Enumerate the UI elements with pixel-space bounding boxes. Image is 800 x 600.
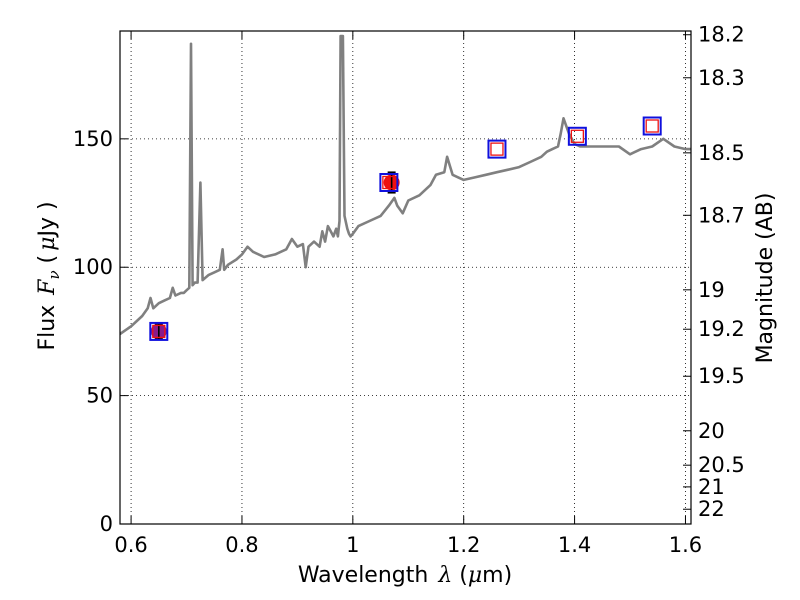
x-tick-label: 1.4	[558, 533, 591, 557]
x-label-mu: μ	[468, 563, 482, 588]
model-box-outer	[149, 321, 169, 341]
mag-tick-label: 18.5	[698, 141, 745, 165]
y-tick-label: 100	[73, 255, 113, 279]
model-box-inner	[382, 175, 396, 190]
plot-frame	[119, 30, 692, 525]
mag-tick-label: 19.2	[698, 317, 745, 341]
x-tick-label: 0.8	[225, 533, 258, 557]
model-box-inner	[645, 119, 659, 133]
y-label-unit: Jy )	[35, 201, 60, 238]
y-tick-label: 150	[73, 127, 113, 151]
y-tick-label: 50	[86, 384, 113, 408]
mag-tick-label: 21	[698, 475, 725, 499]
mag-tick-label: 19	[698, 278, 725, 302]
mag-tick-label: 22	[698, 497, 725, 521]
y-axis-right-label: Magnitude (AB)	[753, 193, 778, 364]
spectrum-line	[120, 34, 691, 336]
y-label-symbol: F	[35, 279, 60, 296]
model-box-outer	[567, 126, 587, 146]
y-label-mu: μ	[35, 237, 60, 251]
points-layer	[149, 116, 662, 341]
spectrum-layer	[120, 34, 691, 336]
model-box-outer	[487, 139, 507, 159]
x-tick-label: 0.6	[114, 533, 147, 557]
x-label-prefix: Wavelength	[298, 563, 429, 588]
x-tick-label: 1.2	[447, 533, 480, 557]
model-box-outer	[642, 116, 662, 136]
y-label-sub: ν	[45, 270, 63, 279]
mag-tick-label: 18.2	[698, 23, 745, 47]
mag-tick-label: 18.3	[698, 66, 745, 90]
model-box-outer	[379, 172, 399, 192]
x-tick-label: 1	[346, 533, 359, 557]
y-tick-label: 0	[100, 512, 113, 536]
model-box-inner	[152, 324, 166, 339]
y-label-open: (	[35, 255, 60, 271]
x-label-open: (	[452, 563, 468, 588]
model-box-inner	[570, 129, 585, 143]
mag-tick-label: 19.5	[698, 364, 745, 388]
x-label-symbol: λ	[437, 563, 452, 588]
y-axis-label: Flux Fν ( μJy )	[35, 201, 63, 350]
axis-ticks: 0.6 0.8 1 1.2 1.4 1.6 0 50 100 150 18.2 18.3 18.5 18.…	[73, 23, 745, 557]
mag-tick-label: 20.5	[698, 453, 745, 477]
y-label-prefix: Flux	[35, 305, 60, 351]
x-tick-label: 1.6	[669, 533, 702, 557]
x-axis-label: Wavelength λ (μm)	[298, 563, 512, 588]
mag-tick-label: 20	[698, 419, 725, 443]
model-box-inner	[490, 142, 504, 156]
x-label-unit: m)	[482, 563, 512, 588]
mag-tick-label: 18.7	[698, 203, 745, 227]
